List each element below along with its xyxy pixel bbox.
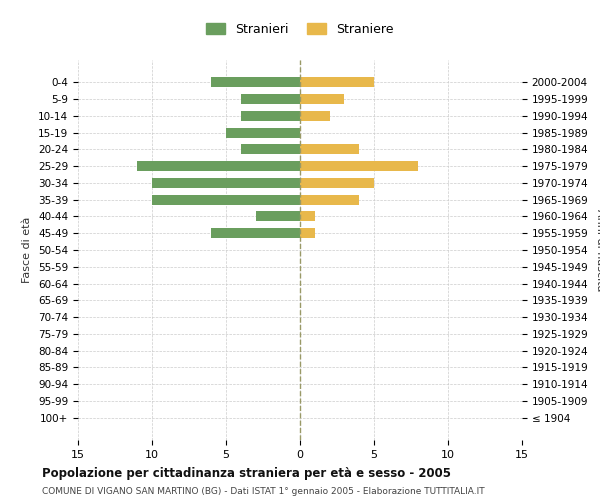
Bar xyxy=(137,161,300,171)
Bar xyxy=(241,144,300,154)
Text: Popolazione per cittadinanza straniera per età e sesso - 2005: Popolazione per cittadinanza straniera p… xyxy=(42,468,451,480)
Bar xyxy=(152,194,300,204)
Bar xyxy=(211,78,300,88)
Bar xyxy=(256,212,300,222)
Y-axis label: Anni di nascita: Anni di nascita xyxy=(595,209,600,291)
Bar xyxy=(226,128,300,138)
Bar xyxy=(241,94,300,104)
Bar xyxy=(211,228,300,238)
Bar xyxy=(300,144,359,154)
Text: COMUNE DI VIGANO SAN MARTINO (BG) - Dati ISTAT 1° gennaio 2005 - Elaborazione TU: COMUNE DI VIGANO SAN MARTINO (BG) - Dati… xyxy=(42,488,485,496)
Bar xyxy=(300,212,315,222)
Bar xyxy=(300,94,344,104)
Bar xyxy=(300,161,418,171)
Bar xyxy=(241,111,300,121)
Bar xyxy=(300,78,374,88)
Bar xyxy=(300,178,374,188)
Bar xyxy=(152,178,300,188)
Y-axis label: Fasce di età: Fasce di età xyxy=(22,217,32,283)
Bar xyxy=(300,111,329,121)
Bar xyxy=(300,228,315,238)
Legend: Stranieri, Straniere: Stranieri, Straniere xyxy=(200,17,400,42)
Bar xyxy=(300,194,359,204)
